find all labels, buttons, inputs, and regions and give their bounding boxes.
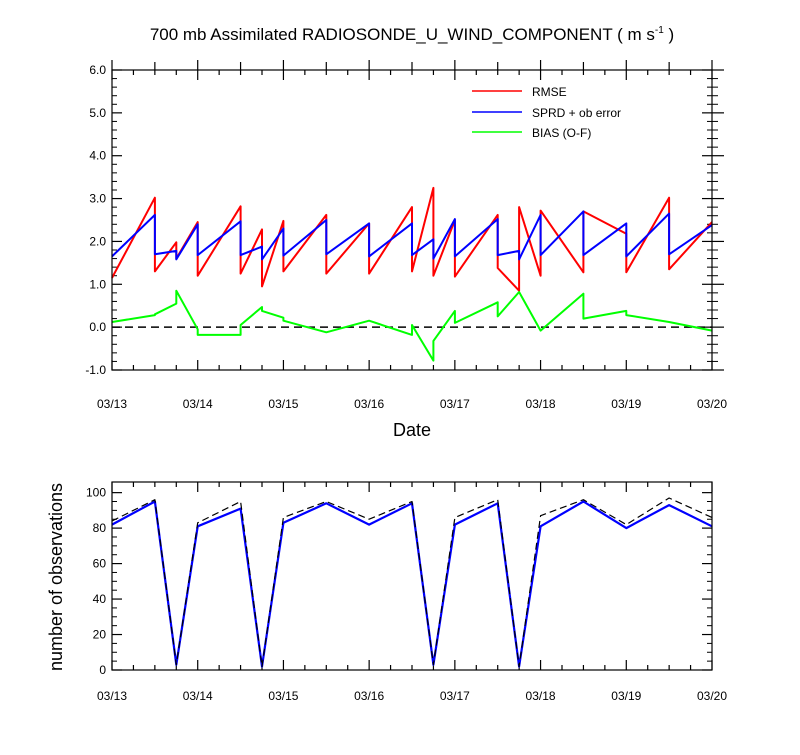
x-tick-label: 03/19 (611, 689, 641, 703)
series-line-observations-used (111, 500, 713, 668)
legend: RMSE SPRD + ob error BIAS (O-F) (472, 85, 621, 140)
y-tick-label: 100 (86, 486, 106, 500)
top-axis-ticks (111, 60, 724, 371)
y-tick-label: -1.0 (85, 363, 106, 377)
chart-title: 700 mb Assimilated RADIOSONDE_U_WIND_COM… (150, 25, 674, 44)
y-tick-label: 1.0 (89, 277, 106, 291)
y-axis-title-observations: number of observations (46, 483, 66, 671)
top-axis-labels: 03/13 03/14 03/15 03/16 03/17 03/18 03/19 03/20… (85, 63, 727, 411)
x-tick-label: 03/20 (697, 397, 727, 411)
y-tick-label: 0.0 (89, 320, 106, 334)
legend-label-sprd: SPRD + ob error (532, 106, 621, 120)
x-tick-label: 03/15 (268, 689, 298, 703)
series-line-bias-o-f (111, 289, 713, 362)
x-axis-title: Date (393, 420, 431, 440)
series-line-sprd-ob-error (111, 210, 713, 261)
x-tick-label: 03/20 (697, 689, 727, 703)
top-series-lines (111, 186, 713, 362)
y-tick-label: 3.0 (89, 192, 106, 206)
y-tick-label: 0 (99, 663, 106, 677)
bottom-panel: 03/13 03/14 03/15 03/16 03/17 03/18 03/19 03/20… (46, 481, 727, 703)
y-tick-label: 60 (93, 557, 107, 571)
x-tick-label: 03/18 (526, 689, 556, 703)
y-tick-label: 40 (93, 592, 107, 606)
legend-label-rmse: RMSE (532, 85, 567, 99)
x-tick-label: 03/16 (354, 397, 384, 411)
x-tick-label: 03/19 (611, 397, 641, 411)
x-tick-label: 03/13 (97, 689, 127, 703)
bottom-series-lines (111, 497, 713, 668)
x-tick-label: 03/17 (440, 689, 470, 703)
y-tick-label: 6.0 (89, 63, 106, 77)
x-tick-label: 03/17 (440, 397, 470, 411)
y-tick-label: 2.0 (89, 234, 106, 248)
x-tick-label: 03/13 (97, 397, 127, 411)
y-tick-label: 4.0 (89, 149, 106, 163)
x-tick-label: 03/18 (526, 397, 556, 411)
y-tick-label: 5.0 (89, 106, 106, 120)
x-tick-label: 03/14 (183, 397, 213, 411)
bottom-axis-labels: 03/13 03/14 03/15 03/16 03/17 03/18 03/19 03/20… (86, 486, 727, 703)
y-tick-label: 20 (93, 628, 107, 642)
legend-label-bias: BIAS (O-F) (532, 126, 591, 140)
top-plot-frame (111, 69, 713, 371)
x-tick-label: 03/15 (268, 397, 298, 411)
top-panel: 03/13 03/14 03/15 03/16 03/17 03/18 03/19 03/20… (85, 60, 727, 440)
y-tick-label: 80 (93, 521, 107, 535)
x-tick-label: 03/16 (354, 689, 384, 703)
x-tick-label: 03/14 (183, 689, 213, 703)
series-line-observations-possible (111, 497, 713, 668)
bottom-plot-frame (111, 481, 713, 671)
